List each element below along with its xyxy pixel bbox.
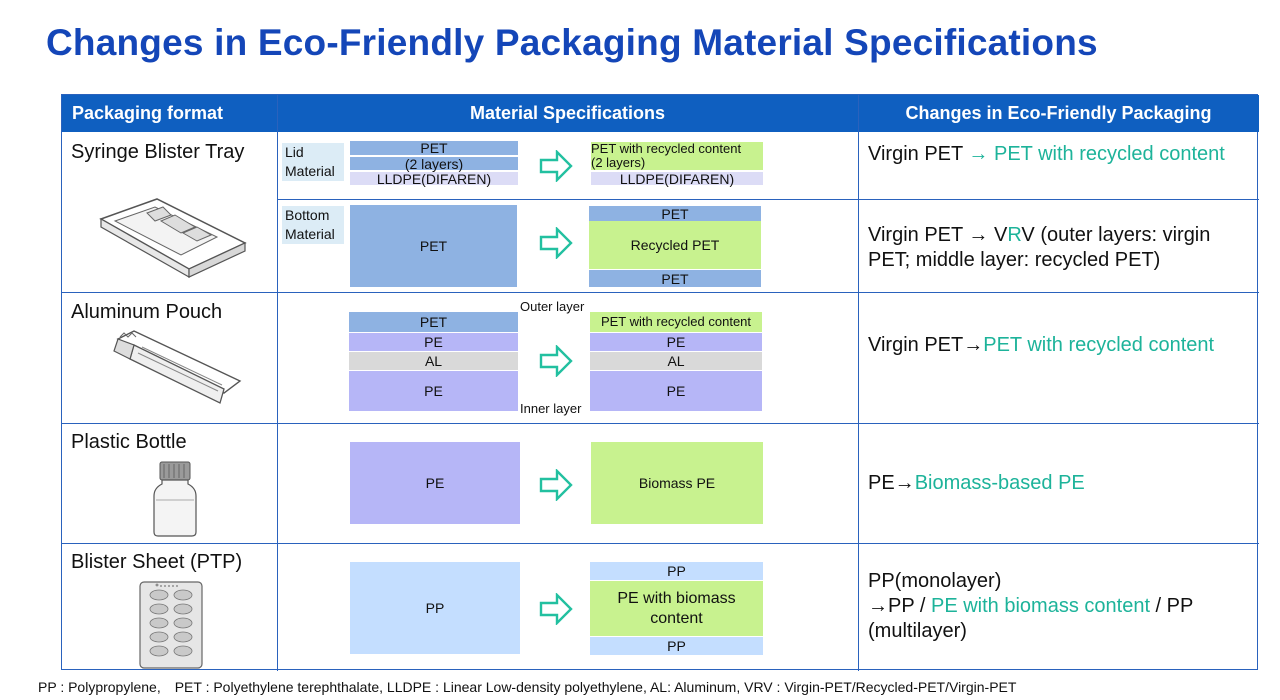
blister-sheet-icon	[139, 581, 203, 669]
bottom-after-pet-bottom: PET	[589, 270, 761, 287]
pouch-before-pe: PE	[349, 333, 518, 351]
lid-material-tag: Lid Material	[282, 143, 344, 181]
arrow-right-icon	[539, 150, 573, 182]
format-syringe: Syringe Blister Tray	[71, 141, 245, 163]
lid-after-recycled: PET with recycled content (2 layers)	[591, 142, 763, 170]
change-ptp: PP(monolayer) →PP / PE with biomass cont…	[868, 570, 1194, 642]
header-material: Material Specifications	[277, 95, 858, 132]
syringe-tray-icon	[99, 198, 247, 279]
bottle-after-biomass: Biomass PE	[591, 442, 763, 524]
change-bottle: PE→Biomass-based PE	[868, 472, 1085, 494]
page-title: Changes in Eco-Friendly Packaging Materi…	[46, 22, 1098, 63]
pouch-icon	[113, 330, 242, 404]
row-divider	[62, 543, 1259, 544]
bottom-before-pet: PET	[350, 205, 517, 287]
abbreviation-footnote: PP : Polypropylene, PET : Polyethylene t…	[38, 679, 1017, 695]
bottom-after-recycled: Recycled PET	[589, 221, 761, 269]
col-divider	[277, 95, 278, 671]
ptp-before-pp: PP	[350, 562, 520, 654]
pouch-after-pe: PE	[590, 333, 762, 351]
inner-layer-label: Inner layer	[520, 401, 582, 416]
change-pouch: Virgin PET→PET with recycled content	[868, 334, 1215, 356]
outer-layer-label: Outer layer	[520, 299, 585, 314]
format-bottle: Plastic Bottle	[71, 431, 187, 453]
lid-before-pet: PET	[350, 140, 518, 156]
pouch-before-pe-inner: PE	[349, 371, 518, 411]
ptp-after-pp-top: PP	[590, 562, 763, 580]
row-divider	[277, 199, 1259, 200]
arrow-right-icon	[539, 469, 573, 501]
pouch-after-al: AL	[590, 352, 762, 370]
arrow-right-icon	[539, 345, 573, 377]
row-divider	[62, 292, 1259, 293]
col-divider	[858, 95, 859, 671]
pouch-after-pe-inner: PE	[590, 371, 762, 411]
lid-before-pet-2: (2 layers)	[350, 156, 518, 172]
ptp-after-pp-bottom: PP	[590, 637, 763, 655]
arrow-right-icon	[539, 593, 573, 625]
arrow-right-icon	[539, 227, 573, 259]
bottom-after-pet-top: PET	[589, 206, 761, 222]
header-changes: Changes in Eco-Friendly Packaging	[858, 95, 1259, 132]
format-ptp: Blister Sheet (PTP)	[71, 551, 243, 573]
pouch-before-al: AL	[349, 352, 518, 370]
pouch-after-recycled: PET with recycled content	[590, 312, 762, 332]
change-lid: Virgin PET → PET with recycled content	[868, 143, 1225, 165]
bottle-before-pe: PE	[350, 442, 520, 524]
spec-table: Packaging format Material Specifications…	[61, 94, 1259, 671]
lid-before-lldpe: LLDPE(DIFAREN)	[350, 171, 518, 187]
bottle-icon	[153, 461, 197, 537]
lid-after-lldpe: LLDPE(DIFAREN)	[591, 171, 763, 187]
change-bottom: Virgin PET → VRV (outer layers: virgin P…	[868, 224, 1211, 271]
bottom-material-tag: Bottom Material	[282, 206, 344, 244]
row-divider	[62, 423, 1259, 424]
format-pouch: Aluminum Pouch	[71, 301, 223, 323]
pouch-before-pet: PET	[349, 312, 518, 332]
ptp-after-biomass: PE with biomass content	[590, 581, 763, 636]
header-format: Packaging format	[62, 95, 277, 132]
